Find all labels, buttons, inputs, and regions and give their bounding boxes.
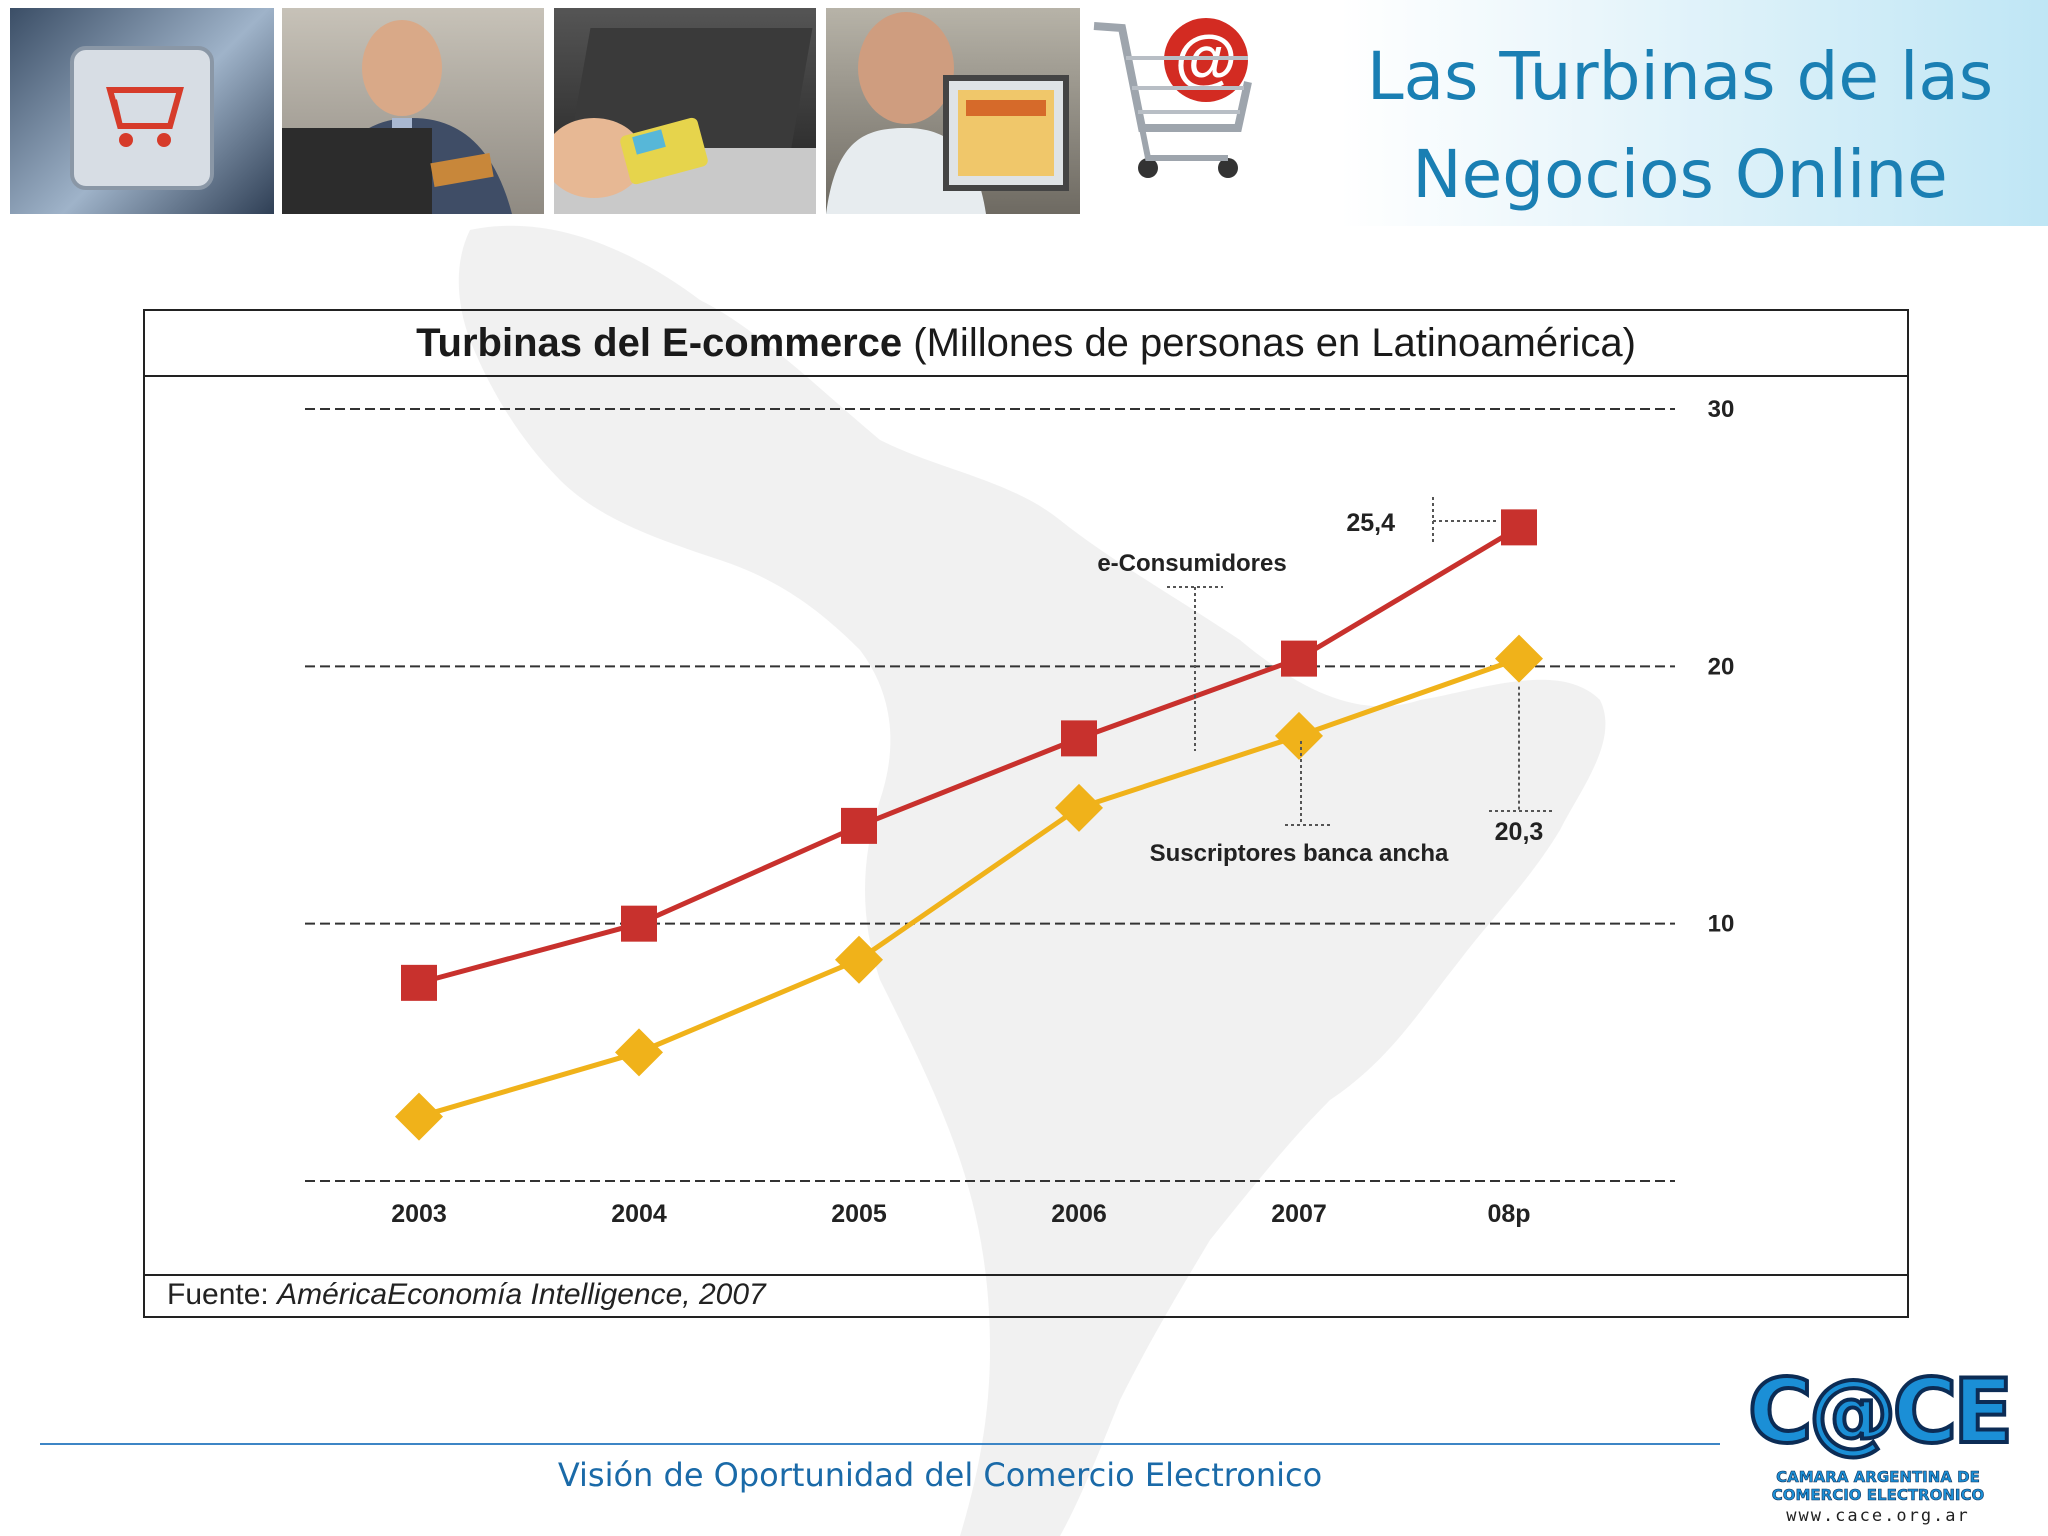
- y-tick-label: 10: [1708, 911, 1735, 938]
- businessman-card-photo: [282, 8, 544, 214]
- chart-title-row: Turbinas del E-commerce (Millones de per…: [145, 311, 1907, 377]
- chart-plot: 10 20 30 2003 2004 2005 2006 2007 08p e-Consumido…: [305, 396, 1735, 1228]
- x-tick-label: 2007: [1271, 1200, 1327, 1228]
- data-point: [1061, 720, 1097, 757]
- leader-line: [1285, 741, 1331, 826]
- x-tick-label: 2003: [391, 1200, 447, 1228]
- leader-line: [1432, 497, 1497, 543]
- data-point: [615, 1028, 663, 1077]
- laptop-card-photo: [554, 8, 816, 214]
- leader-line: [1167, 586, 1223, 751]
- slide-title-area: Las Turbinas de las Negocios Online: [1340, 0, 2048, 226]
- chart-frame: Turbinas del E-commerce (Millones de per…: [143, 309, 1909, 1318]
- cace-logo: C@CE CAMARA ARGENTINA DE COMERCIO ELECTR…: [1746, 1360, 2015, 1532]
- slide-title-line1: Las Turbinas de las: [1366, 38, 1994, 115]
- footer-divider: [40, 1443, 1720, 1445]
- series-label-banca-ancha: Suscriptores banca ancha: [1150, 840, 1449, 867]
- data-point: [835, 935, 883, 984]
- logo-sub-line2: COMERCIO ELECTRONICO: [1771, 1486, 1985, 1505]
- annotation-20-3: 20,3: [1495, 818, 1544, 846]
- chart-source: Fuente: AméricaEconomía Intelligence, 20…: [167, 1278, 766, 1312]
- data-point: [401, 964, 437, 1001]
- chart-title: Turbinas del E-commerce (Millones de per…: [416, 321, 1636, 365]
- y-tick-label: 30: [1708, 396, 1735, 423]
- man-laptop-photo: [826, 8, 1080, 214]
- x-tick-label: 2004: [611, 1200, 667, 1228]
- logo-sub-line1: CAMARA ARGENTINA DE: [1776, 1468, 1980, 1487]
- chart-title-bold: Turbinas del E-commerce: [416, 321, 903, 365]
- cart-key-photo: [10, 8, 274, 214]
- series-label-e-consumidores: e-Consumidores: [1097, 550, 1286, 577]
- source-text: AméricaEconomía Intelligence, 2007: [277, 1278, 766, 1311]
- leader-line: [1489, 686, 1553, 812]
- x-tick-label: 08p: [1487, 1200, 1530, 1228]
- data-point: [395, 1092, 443, 1141]
- annotation-25-4: 25,4: [1346, 509, 1395, 537]
- chart-source-row: Fuente: AméricaEconomía Intelligence, 20…: [145, 1274, 1907, 1316]
- data-point: [1281, 640, 1317, 677]
- slide-title-line2: Negocios Online: [1412, 136, 1948, 213]
- logo-url: www.cace.org.ar: [1786, 1506, 1970, 1526]
- data-point: [1501, 509, 1537, 546]
- data-point: [1055, 783, 1103, 832]
- series-line: [418, 656, 1520, 1120]
- data-point: [841, 807, 877, 844]
- series-line: [418, 525, 1521, 986]
- data-point: [621, 905, 657, 942]
- x-tick-label: 2006: [1051, 1200, 1107, 1228]
- data-point: [1275, 711, 1323, 760]
- footer-caption: Visión de Oportunidad del Comercio Elect…: [557, 1456, 1323, 1494]
- data-point: [1495, 634, 1543, 683]
- logo-subtitle: CAMARA ARGENTINA DE COMERCIO ELECTRONICO: [1748, 1468, 2008, 1505]
- x-tick-label: 2005: [831, 1200, 887, 1228]
- slide-title: Las Turbinas de las Negocios Online: [1340, 28, 2020, 224]
- logo-name: C@CE: [1746, 1360, 2015, 1464]
- cart-at-icon: @: [1088, 8, 1268, 214]
- source-label: Fuente:: [167, 1278, 278, 1311]
- chart-title-rest: (Millones de personas en Latinoamérica): [902, 321, 1636, 365]
- y-tick-label: 20: [1708, 653, 1735, 680]
